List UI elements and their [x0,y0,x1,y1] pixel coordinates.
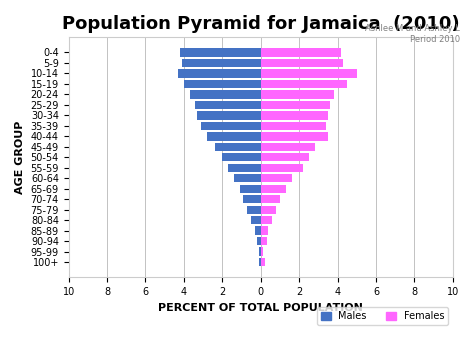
Bar [222,153,261,162]
Bar [215,143,261,151]
Bar [257,237,261,245]
Bar [261,247,263,256]
Bar [261,48,341,57]
Bar [190,90,261,99]
Bar [261,227,268,235]
Bar [201,122,261,130]
Bar [259,258,261,266]
Bar [261,132,328,140]
Bar [261,184,286,193]
Bar [178,69,261,78]
Bar [184,80,261,88]
Bar [261,258,264,266]
Bar [261,153,309,162]
Bar [261,143,315,151]
Bar [261,237,266,245]
Bar [261,90,334,99]
Bar [261,101,330,109]
Bar [261,69,357,78]
Bar [207,132,261,140]
Bar [261,195,280,203]
Bar [255,227,261,235]
Title: Population Pyramid for Jamaica  (2010): Population Pyramid for Jamaica (2010) [62,15,460,33]
X-axis label: PERCENT OF TOTAL POPULATION: PERCENT OF TOTAL POPULATION [158,302,363,312]
Bar [182,59,261,67]
Bar [247,206,261,214]
Bar [244,195,261,203]
Bar [195,101,261,109]
Bar [251,216,261,225]
Bar [197,111,261,119]
Bar [261,164,303,172]
Bar [261,122,326,130]
Bar [240,184,261,193]
Bar [259,247,261,256]
Bar [261,80,347,88]
Bar [228,164,261,172]
Bar [261,111,328,119]
Bar [234,174,261,182]
Y-axis label: AGE GROUP: AGE GROUP [15,121,25,194]
Legend: Males, Females: Males, Females [317,307,448,325]
Bar [261,174,292,182]
Text: Ashlee M and Ashley L
Period 2010: Ashlee M and Ashley L Period 2010 [365,24,460,44]
Bar [261,216,272,225]
Bar [180,48,261,57]
Bar [261,206,276,214]
Bar [261,59,343,67]
